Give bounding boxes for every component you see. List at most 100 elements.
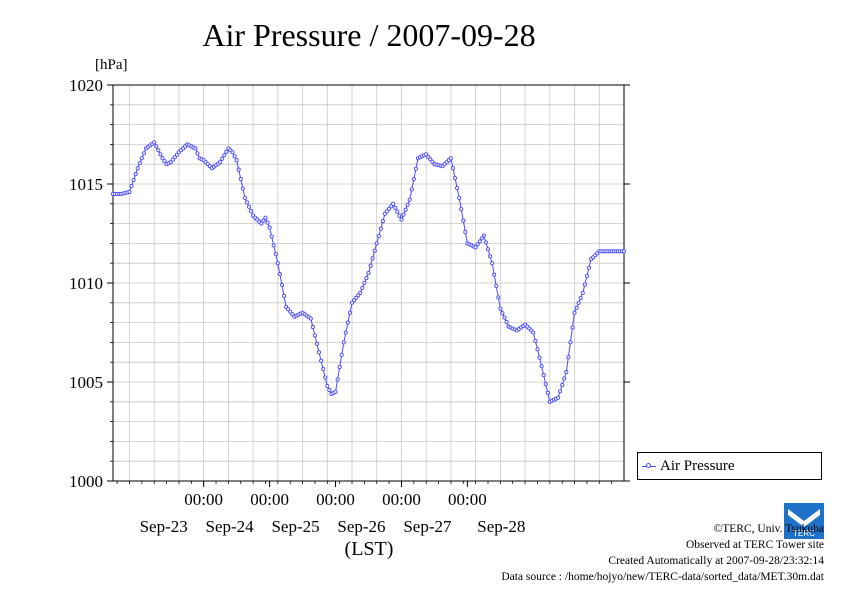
series-point	[496, 295, 501, 300]
series-point	[578, 295, 583, 300]
series-point	[405, 202, 410, 207]
x-axis-label: (LST)	[345, 538, 394, 560]
series-point	[246, 204, 252, 209]
legend-label: Air Pressure	[660, 458, 735, 474]
series-point	[240, 186, 245, 191]
series-point	[238, 177, 243, 182]
series-point	[325, 383, 330, 389]
series-point	[279, 282, 285, 288]
series-point	[541, 373, 546, 378]
series-point	[269, 234, 274, 239]
series-point	[409, 187, 414, 192]
series-point	[384, 209, 390, 214]
series-point	[343, 330, 348, 335]
series-point	[558, 389, 563, 394]
series-point	[401, 212, 406, 217]
series-point	[483, 240, 488, 245]
series-point	[504, 320, 509, 325]
series-point	[364, 276, 369, 281]
series-point	[370, 256, 375, 261]
series-point	[411, 177, 416, 182]
series-point	[319, 358, 324, 363]
series-point	[345, 320, 350, 325]
logo-text: TERC	[793, 529, 815, 538]
series-point	[545, 390, 550, 395]
series-point	[335, 377, 340, 382]
series-point	[339, 352, 344, 357]
series-point	[129, 183, 134, 189]
series-point	[586, 265, 592, 270]
series-point	[576, 300, 581, 305]
series-point	[372, 248, 377, 253]
series-point	[374, 241, 379, 246]
series-point	[168, 160, 173, 165]
series-point	[224, 149, 229, 154]
series-air-pressure	[110, 140, 627, 404]
x-tick-time-label: 00:00	[316, 490, 355, 509]
series-point	[568, 340, 573, 345]
series-point	[220, 156, 225, 161]
series-point	[259, 221, 264, 226]
tick-labels: 1000 1005 1010 1015 1020 00:00 Sep-23 00:00 Sep-…	[69, 76, 525, 536]
series-point	[498, 306, 503, 311]
series-point	[479, 236, 484, 241]
x-tick-date-label: Sep-27	[403, 517, 452, 536]
series-point	[232, 154, 237, 159]
series-point	[582, 282, 587, 287]
series-point	[368, 263, 373, 268]
grid-lines	[113, 84, 624, 482]
y-axis-unit: [hPa]	[95, 57, 128, 73]
series-point	[560, 382, 565, 388]
series-point	[234, 158, 239, 163]
series-point	[286, 307, 291, 312]
series-point	[341, 340, 346, 345]
series-point	[195, 151, 200, 156]
series-point	[323, 375, 328, 380]
series-point	[141, 151, 146, 156]
series-point	[459, 207, 464, 212]
series-point	[457, 195, 462, 200]
series-point	[261, 218, 266, 223]
series-point	[562, 376, 567, 381]
series-point	[242, 195, 247, 200]
x-tick-time-label: 00:00	[184, 490, 223, 509]
series-point	[135, 166, 140, 171]
series-point	[356, 293, 361, 298]
series-point	[621, 249, 627, 254]
series-point	[490, 261, 495, 266]
series-point	[461, 218, 466, 223]
series-point	[531, 330, 536, 335]
series-point	[533, 338, 538, 343]
series-point	[477, 239, 482, 244]
series-point	[378, 226, 383, 231]
series-point	[222, 153, 227, 158]
series-point	[236, 167, 241, 172]
y-tick-label: 1000	[69, 472, 103, 491]
chart-title: Air Pressure / 2007-09-28	[202, 17, 535, 53]
series-point	[354, 295, 359, 300]
series-point	[376, 233, 381, 239]
series-point	[502, 315, 507, 320]
credit-observed: Observed at TERC Tower site	[685, 539, 824, 551]
series-point	[160, 156, 165, 161]
series-point	[584, 274, 589, 279]
series-point	[174, 152, 179, 157]
series-point	[312, 333, 317, 338]
series-point	[580, 290, 585, 295]
series-point	[366, 271, 371, 276]
series-point	[193, 146, 198, 151]
x-tick-date-label: Sep-24	[206, 517, 255, 536]
series-point	[265, 220, 270, 225]
series-point	[463, 229, 468, 235]
series-point	[152, 140, 157, 145]
series-point	[172, 155, 177, 160]
series-point	[362, 280, 367, 286]
legend-marker-icon	[646, 463, 651, 468]
axes	[107, 84, 630, 487]
series-point	[570, 325, 575, 330]
series-point	[244, 200, 249, 205]
y-tick-label: 1020	[69, 76, 103, 95]
series-point	[564, 370, 569, 375]
series-point	[566, 355, 571, 360]
